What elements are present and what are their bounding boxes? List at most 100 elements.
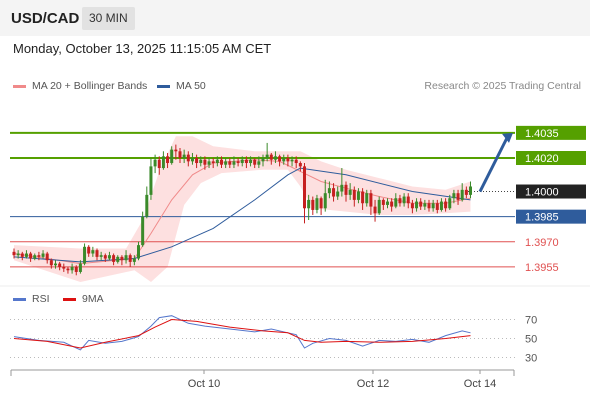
legend-rsi-ma-swatch bbox=[63, 297, 76, 301]
legend-rsi-ma-label: 9MA bbox=[82, 293, 104, 305]
level-box-1.4035 bbox=[516, 125, 586, 140]
symbol-title: USD/CAD bbox=[11, 10, 80, 27]
candle bbox=[323, 193, 327, 209]
candle bbox=[66, 268, 70, 271]
legend-ma50: MA 50 bbox=[157, 80, 206, 92]
candle bbox=[87, 246, 91, 254]
candle bbox=[54, 263, 57, 266]
candle bbox=[294, 159, 298, 164]
candle bbox=[344, 184, 348, 195]
candle bbox=[240, 159, 244, 164]
legend-rsi-ma: 9MA bbox=[63, 293, 104, 305]
candle bbox=[29, 253, 33, 259]
candle bbox=[41, 253, 45, 257]
candle bbox=[419, 201, 423, 207]
ma20-line bbox=[13, 159, 471, 265]
candle bbox=[37, 255, 41, 257]
legend-ma-bollinger-swatch bbox=[13, 84, 26, 88]
legend-ma50-swatch bbox=[157, 84, 170, 88]
chart-header: USD/CAD 30 MIN bbox=[0, 0, 590, 36]
level-label-1.3970: 1.3970 bbox=[525, 237, 559, 249]
candle bbox=[381, 199, 385, 205]
candle bbox=[124, 255, 128, 261]
rsi-tick-30: 30 bbox=[525, 353, 537, 365]
candle bbox=[431, 203, 435, 209]
candle bbox=[336, 191, 340, 197]
candle bbox=[174, 149, 178, 152]
candle bbox=[166, 156, 170, 164]
level-box-1.4020 bbox=[516, 151, 586, 165]
candle bbox=[95, 250, 99, 257]
level-label-1.4035: 1.4035 bbox=[525, 128, 559, 140]
candle bbox=[103, 255, 107, 259]
legend-rsi-swatch bbox=[13, 297, 26, 301]
candle bbox=[137, 245, 140, 259]
candle bbox=[195, 158, 199, 164]
candle bbox=[352, 189, 356, 200]
interval-button[interactable]: 30 MIN bbox=[82, 7, 135, 30]
candle bbox=[12, 251, 16, 256]
candle bbox=[373, 206, 377, 214]
candle bbox=[107, 255, 111, 259]
candle bbox=[232, 161, 236, 165]
candle bbox=[45, 253, 49, 261]
candle bbox=[278, 156, 282, 162]
candle bbox=[257, 161, 261, 165]
candle bbox=[261, 158, 265, 162]
candle bbox=[340, 184, 344, 192]
x-tick-label-Oct-10: Oct 10 bbox=[188, 378, 220, 390]
candle bbox=[282, 158, 286, 162]
candle bbox=[211, 161, 215, 164]
candle bbox=[327, 188, 331, 194]
level-label-1.4020: 1.4020 bbox=[525, 153, 559, 165]
candle bbox=[78, 263, 82, 272]
candle bbox=[132, 258, 136, 262]
rsi-series-RSI bbox=[13, 315, 471, 351]
candle bbox=[215, 159, 219, 164]
candle bbox=[402, 196, 406, 204]
candle bbox=[186, 154, 190, 162]
candle bbox=[33, 255, 37, 259]
candle bbox=[199, 159, 203, 164]
rsi-tick-70: 70 bbox=[525, 315, 537, 327]
candle bbox=[99, 255, 103, 257]
research-credit: Research © 2025 Trading Central bbox=[424, 80, 581, 92]
candle bbox=[398, 198, 402, 204]
candle bbox=[16, 253, 20, 256]
forecast-arrowhead-icon bbox=[502, 132, 513, 143]
bollinger-band bbox=[14, 136, 471, 282]
legend-rsi-label: RSI bbox=[32, 293, 50, 305]
candle bbox=[141, 216, 145, 246]
candle bbox=[220, 159, 223, 165]
candle bbox=[406, 196, 410, 204]
candle bbox=[149, 166, 153, 195]
candle bbox=[452, 193, 456, 199]
candle bbox=[83, 246, 87, 264]
candle bbox=[410, 203, 414, 209]
candle bbox=[145, 194, 149, 217]
candle bbox=[120, 256, 124, 261]
candle bbox=[365, 193, 369, 204]
candle bbox=[244, 159, 248, 164]
candle bbox=[464, 189, 468, 195]
candle bbox=[439, 201, 443, 210]
candle bbox=[203, 159, 207, 165]
candle bbox=[224, 161, 228, 165]
candle bbox=[286, 158, 290, 162]
candle bbox=[290, 159, 294, 162]
candle bbox=[427, 203, 431, 209]
candle bbox=[273, 156, 277, 160]
candle bbox=[377, 199, 381, 214]
x-tick-label-Oct-14: Oct 14 bbox=[464, 378, 496, 390]
candle bbox=[361, 191, 365, 204]
candle bbox=[269, 154, 273, 160]
candle bbox=[153, 159, 157, 167]
candle bbox=[319, 198, 323, 209]
candle bbox=[161, 156, 165, 169]
candle bbox=[236, 161, 240, 164]
candle bbox=[249, 159, 253, 164]
candle bbox=[265, 154, 269, 158]
level-box-1.4000 bbox=[516, 184, 586, 199]
level-label-1.3985: 1.3985 bbox=[525, 212, 559, 224]
